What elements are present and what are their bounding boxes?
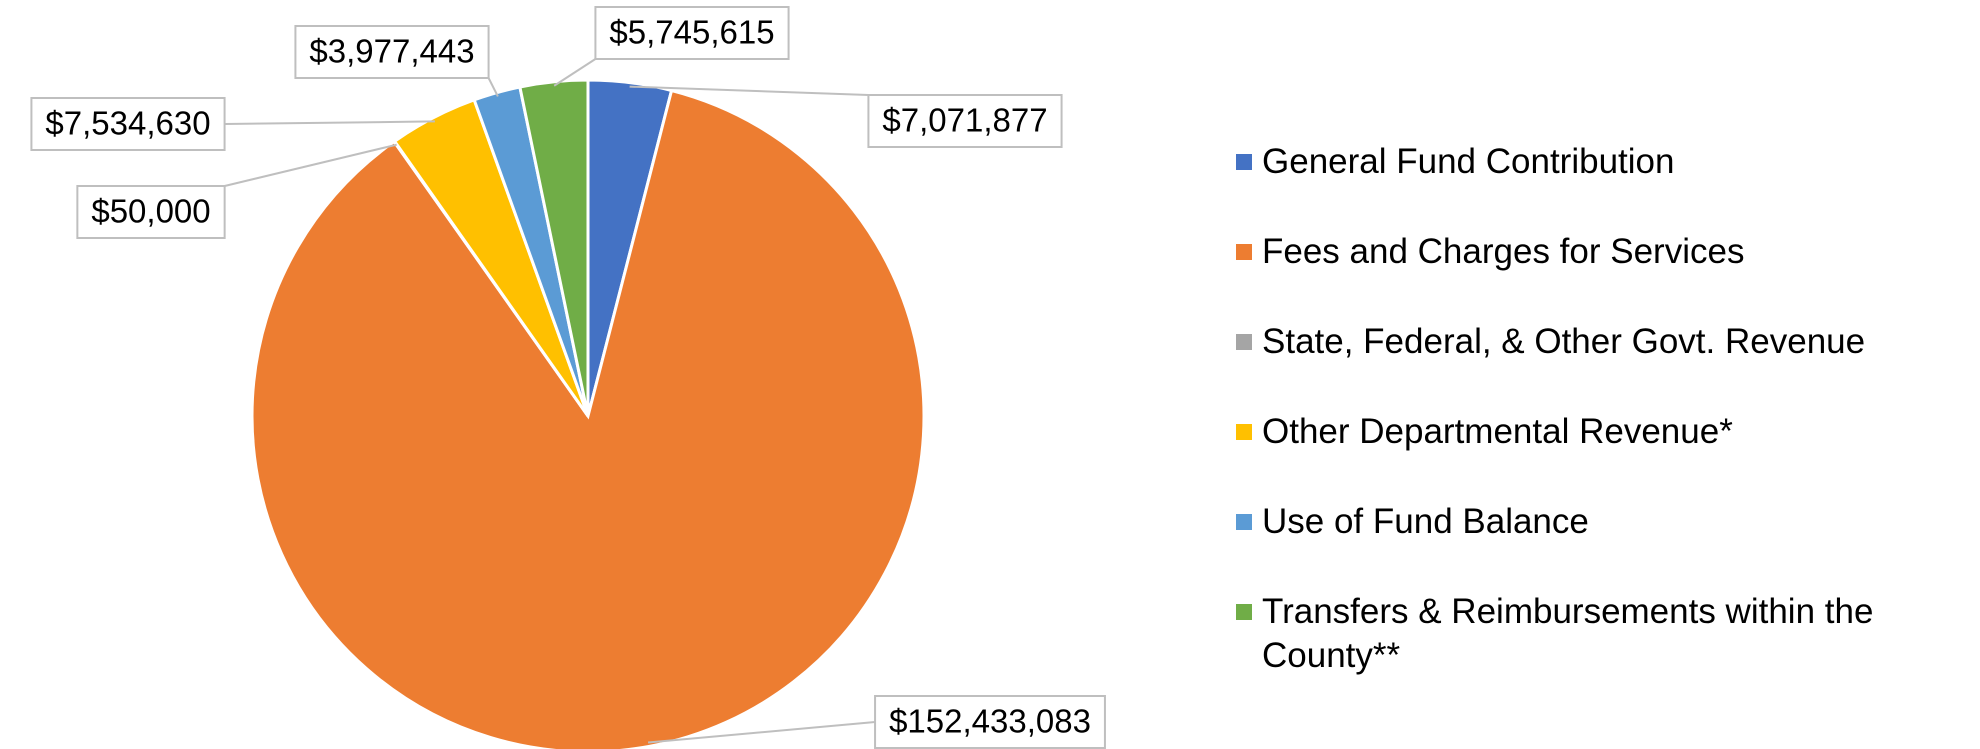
label-box: [874, 695, 1106, 749]
pie-slice: [250, 88, 926, 749]
label-box: [294, 25, 490, 79]
leader-line: [647, 721, 876, 744]
legend-label: Fees and Charges for Services: [1262, 232, 1745, 271]
legend-item: State, Federal, & Other Govt. Revenue: [1236, 320, 1966, 364]
legend-label: General Fund Contribution: [1262, 142, 1675, 181]
legend-swatch: [1236, 424, 1252, 440]
legend-label: Use of Fund Balance: [1262, 502, 1589, 541]
legend: General Fund Contribution Fees and Charge…: [1236, 140, 1966, 724]
leader-line: [629, 85, 869, 96]
legend-label: Transfers & Reimbursements within the Co…: [1262, 592, 1874, 675]
leader-line: [487, 77, 499, 97]
data-label: $7,071,877: [882, 102, 1047, 139]
label-box: [76, 185, 226, 239]
data-label: $5,745,615: [609, 14, 774, 51]
legend-item: Other Departmental Revenue*: [1236, 410, 1966, 454]
legend-swatch: [1236, 334, 1252, 350]
data-label: $50,000: [91, 193, 210, 230]
legend-swatch: [1236, 514, 1252, 530]
pie-slice: [518, 78, 590, 417]
legend-label: Other Departmental Revenue*: [1262, 412, 1733, 451]
label-box: [30, 97, 226, 151]
leader-line: [224, 120, 435, 125]
legend-swatch: [1236, 604, 1252, 620]
data-label: $152,433,083: [889, 703, 1091, 740]
legend-swatch: [1236, 244, 1252, 260]
legend-item: Fees and Charges for Services: [1236, 230, 1966, 274]
data-label: $7,534,630: [45, 105, 210, 142]
legend-label: State, Federal, & Other Govt. Revenue: [1262, 322, 1866, 361]
legend-item: General Fund Contribution: [1236, 140, 1966, 184]
data-label: $3,977,443: [309, 33, 474, 70]
legend-item: Use of Fund Balance: [1236, 500, 1966, 544]
leader-line: [224, 143, 397, 187]
legend-swatch: [1236, 154, 1252, 170]
legend-item: Transfers & Reimbursements within the Co…: [1236, 590, 1966, 678]
leader-line: [553, 58, 596, 87]
label-box: [867, 94, 1063, 148]
label-box: [594, 6, 790, 60]
